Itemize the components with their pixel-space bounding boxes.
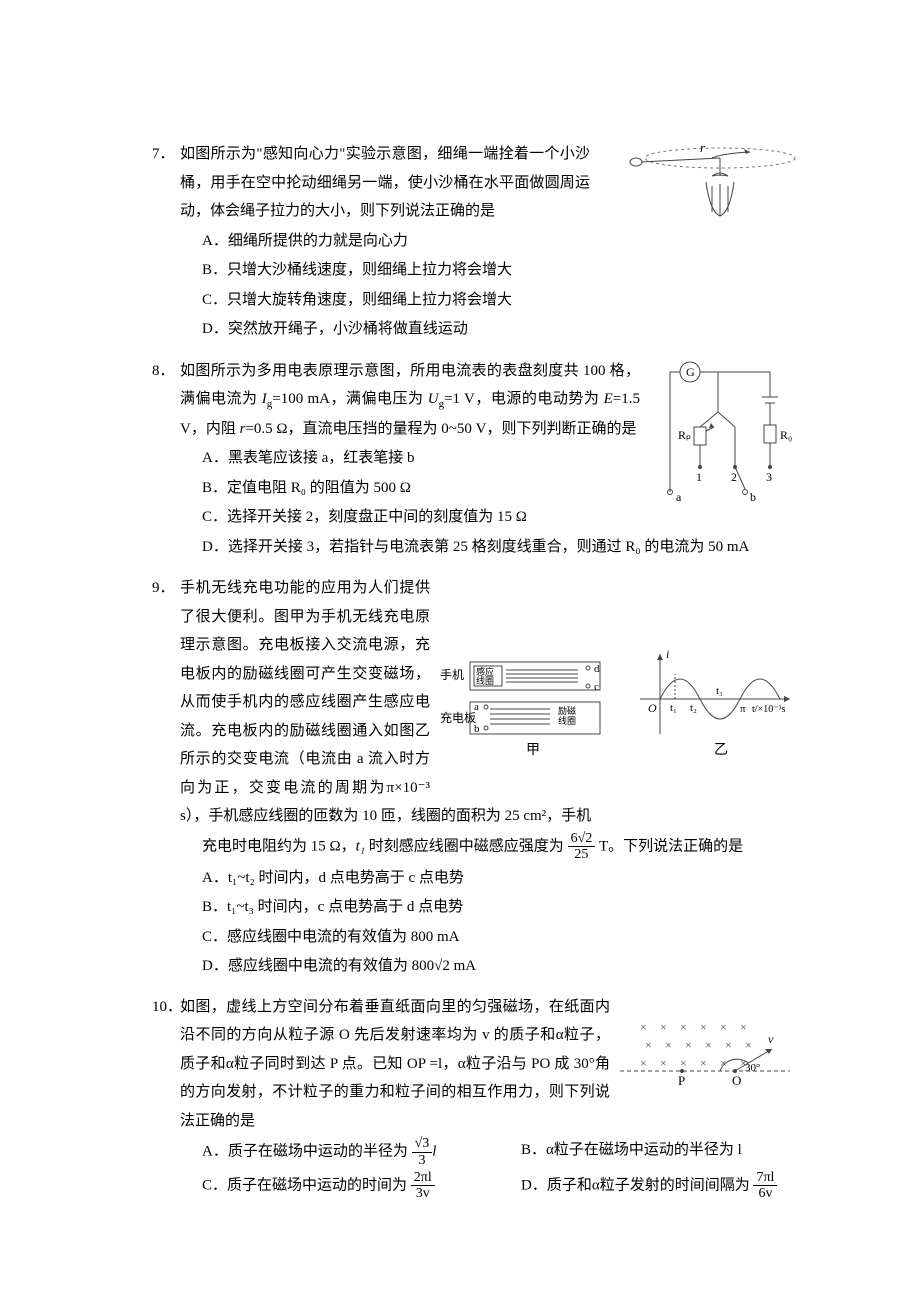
svg-text:线圈: 线圈 (476, 675, 494, 686)
svg-text:P: P (678, 1073, 685, 1088)
q7-option-b: B．只增大沙桶线速度，则细绳上拉力将会增大 (202, 256, 800, 285)
q8-option-d: D．选择开关接 3，若指针与电流表第 25 格刻度线重合，则通过 R₀ 的电流为… (202, 533, 800, 562)
svg-text:充电板: 充电板 (440, 710, 476, 725)
q9-options: A．t₁~t₂ 时间内，d 点电势高于 c 点电势 B．t₁~t₃ 时间内，c … (180, 864, 800, 981)
q9-stem2c: T。下列说法正确的是 (595, 838, 743, 854)
svg-text:励磁: 励磁 (558, 705, 576, 716)
svg-text:π: π (740, 703, 746, 715)
svg-text:×: × (640, 1020, 647, 1034)
q9-option-d: D．感应线圈中电流的有效值为 800√2 mA (202, 952, 800, 981)
q10-option-d: D．质子和α粒子发射的时间间隔为 7πl6v (521, 1170, 800, 1202)
q10-number: 10． (152, 993, 182, 1022)
question-10: 10． ×××××× ×××××× ×××××× P O v 30° 如图，虚线… (180, 993, 800, 1203)
q7-figure: r (600, 140, 800, 231)
svg-text:30°: 30° (745, 1062, 760, 1074)
svg-text:×: × (685, 1038, 692, 1052)
svg-text:×: × (740, 1020, 747, 1034)
svg-text:t₁: t₁ (670, 702, 677, 714)
svg-text:b: b (750, 490, 756, 504)
svg-text:t/×10⁻³s: t/×10⁻³s (752, 704, 785, 715)
q10-figure: ×××××× ×××××× ×××××× P O v 30° (620, 1013, 800, 1114)
svg-text:×: × (725, 1038, 732, 1052)
svg-text:v: v (768, 1032, 774, 1046)
svg-text:b: b (474, 723, 480, 735)
svg-text:×: × (705, 1038, 712, 1052)
q8-e: E (604, 391, 613, 407)
q7-options: A．细绳所提供的力就是向心力 B．只增大沙桶线速度，则细绳上拉力将会增大 C．只… (180, 227, 800, 344)
svg-text:i: i (666, 647, 669, 661)
q9-number: 9． (152, 574, 175, 603)
svg-text:3: 3 (766, 470, 772, 484)
q9-b-fraction: 6√225 (568, 831, 596, 863)
svg-text:a: a (474, 701, 479, 713)
q8-stem-3: =1 V，电源的电动势为 (444, 391, 599, 407)
q7-option-a: A．细绳所提供的力就是向心力 (202, 227, 800, 256)
svg-text:Rₚ: Rₚ (678, 428, 691, 442)
svg-text:×: × (665, 1038, 672, 1052)
q10-option-a: A．质子在磁场中运动的半径为 √33l (202, 1136, 481, 1168)
svg-text:甲: 甲 (526, 743, 540, 758)
svg-text:G: G (686, 365, 695, 379)
svg-text:2: 2 (731, 470, 737, 484)
svg-text:t₃: t₃ (716, 685, 723, 697)
q9-figure: 手机 感应 线圈 d c 充电板 励磁 线圈 (440, 644, 800, 795)
q8-stem-2: =100 mA，满偏电压为 (272, 391, 427, 407)
svg-text:乙: 乙 (714, 742, 728, 758)
svg-text:×: × (700, 1056, 707, 1070)
q8-figure: G Rₚ 1 2 (650, 357, 800, 518)
q10-option-c: C．质子在磁场中运动的时间为 2πl3v (202, 1170, 481, 1202)
svg-text:O: O (732, 1073, 741, 1088)
svg-text:1: 1 (696, 470, 702, 484)
q7-option-c: C．只增大旋转角速度，则细绳上拉力将会增大 (202, 286, 800, 315)
svg-text:手机: 手机 (440, 668, 464, 682)
svg-text:×: × (640, 1056, 647, 1070)
q9-option-a: A．t₁~t₂ 时间内，d 点电势高于 c 点电势 (202, 864, 800, 893)
q8-ug: U (428, 391, 439, 407)
q10-options: A．质子在磁场中运动的半径为 √33l B．α粒子在磁场中运动的半径为 l C．… (180, 1135, 800, 1203)
q7-number: 7． (152, 140, 175, 169)
question-7: 7． r 如图所示为"感知向心力"实验示意图，细绳一端拴着一个小沙桶，用手在空中… (180, 140, 800, 345)
svg-text:×: × (700, 1020, 707, 1034)
svg-text:a: a (676, 490, 682, 504)
svg-text:×: × (745, 1038, 752, 1052)
svg-text:×: × (720, 1020, 727, 1034)
svg-text:R₀: R₀ (780, 428, 792, 442)
svg-text:c: c (594, 681, 599, 693)
q9-t1: t₁ (356, 838, 365, 854)
svg-text:d: d (594, 663, 600, 675)
q7-option-d: D．突然放开绳子，小沙桶将做直线运动 (202, 315, 800, 344)
svg-text:O: O (648, 701, 657, 715)
svg-text:×: × (680, 1020, 687, 1034)
svg-text:×: × (680, 1056, 687, 1070)
q9-option-c: C．感应线圈中电流的有效值为 800 mA (202, 923, 800, 952)
q10-option-b: B．α粒子在磁场中运动的半径为 l (521, 1136, 800, 1168)
q9-stem2a: 充电时电阻约为 15 Ω， (202, 838, 356, 854)
q8-stem-5: =0.5 Ω，直流电压挡的量程为 0~50 V，则下列判断正确的是 (245, 421, 636, 437)
svg-text:t₂: t₂ (690, 702, 697, 714)
q8-number: 8． (152, 357, 175, 386)
svg-text:×: × (660, 1020, 667, 1034)
question-8: 8． G Rₚ 1 2 (180, 357, 800, 563)
q9-option-b: B．t₁~t₃ 时间内，c 点电势高于 d 点电势 (202, 893, 800, 922)
svg-text:r: r (700, 140, 706, 155)
svg-text:×: × (660, 1056, 667, 1070)
svg-text:线圈: 线圈 (558, 715, 576, 726)
svg-text:×: × (645, 1038, 652, 1052)
q9-stem-part2: 充电时电阻约为 15 Ω，t₁ 时刻感应线圈中磁感应强度为 6√225 T。下列… (180, 831, 800, 863)
q9-stem2b: 时刻感应线圈中磁感应强度为 (365, 838, 568, 854)
question-9: 9． 手机 感应 线圈 d c 充电板 (180, 574, 800, 980)
